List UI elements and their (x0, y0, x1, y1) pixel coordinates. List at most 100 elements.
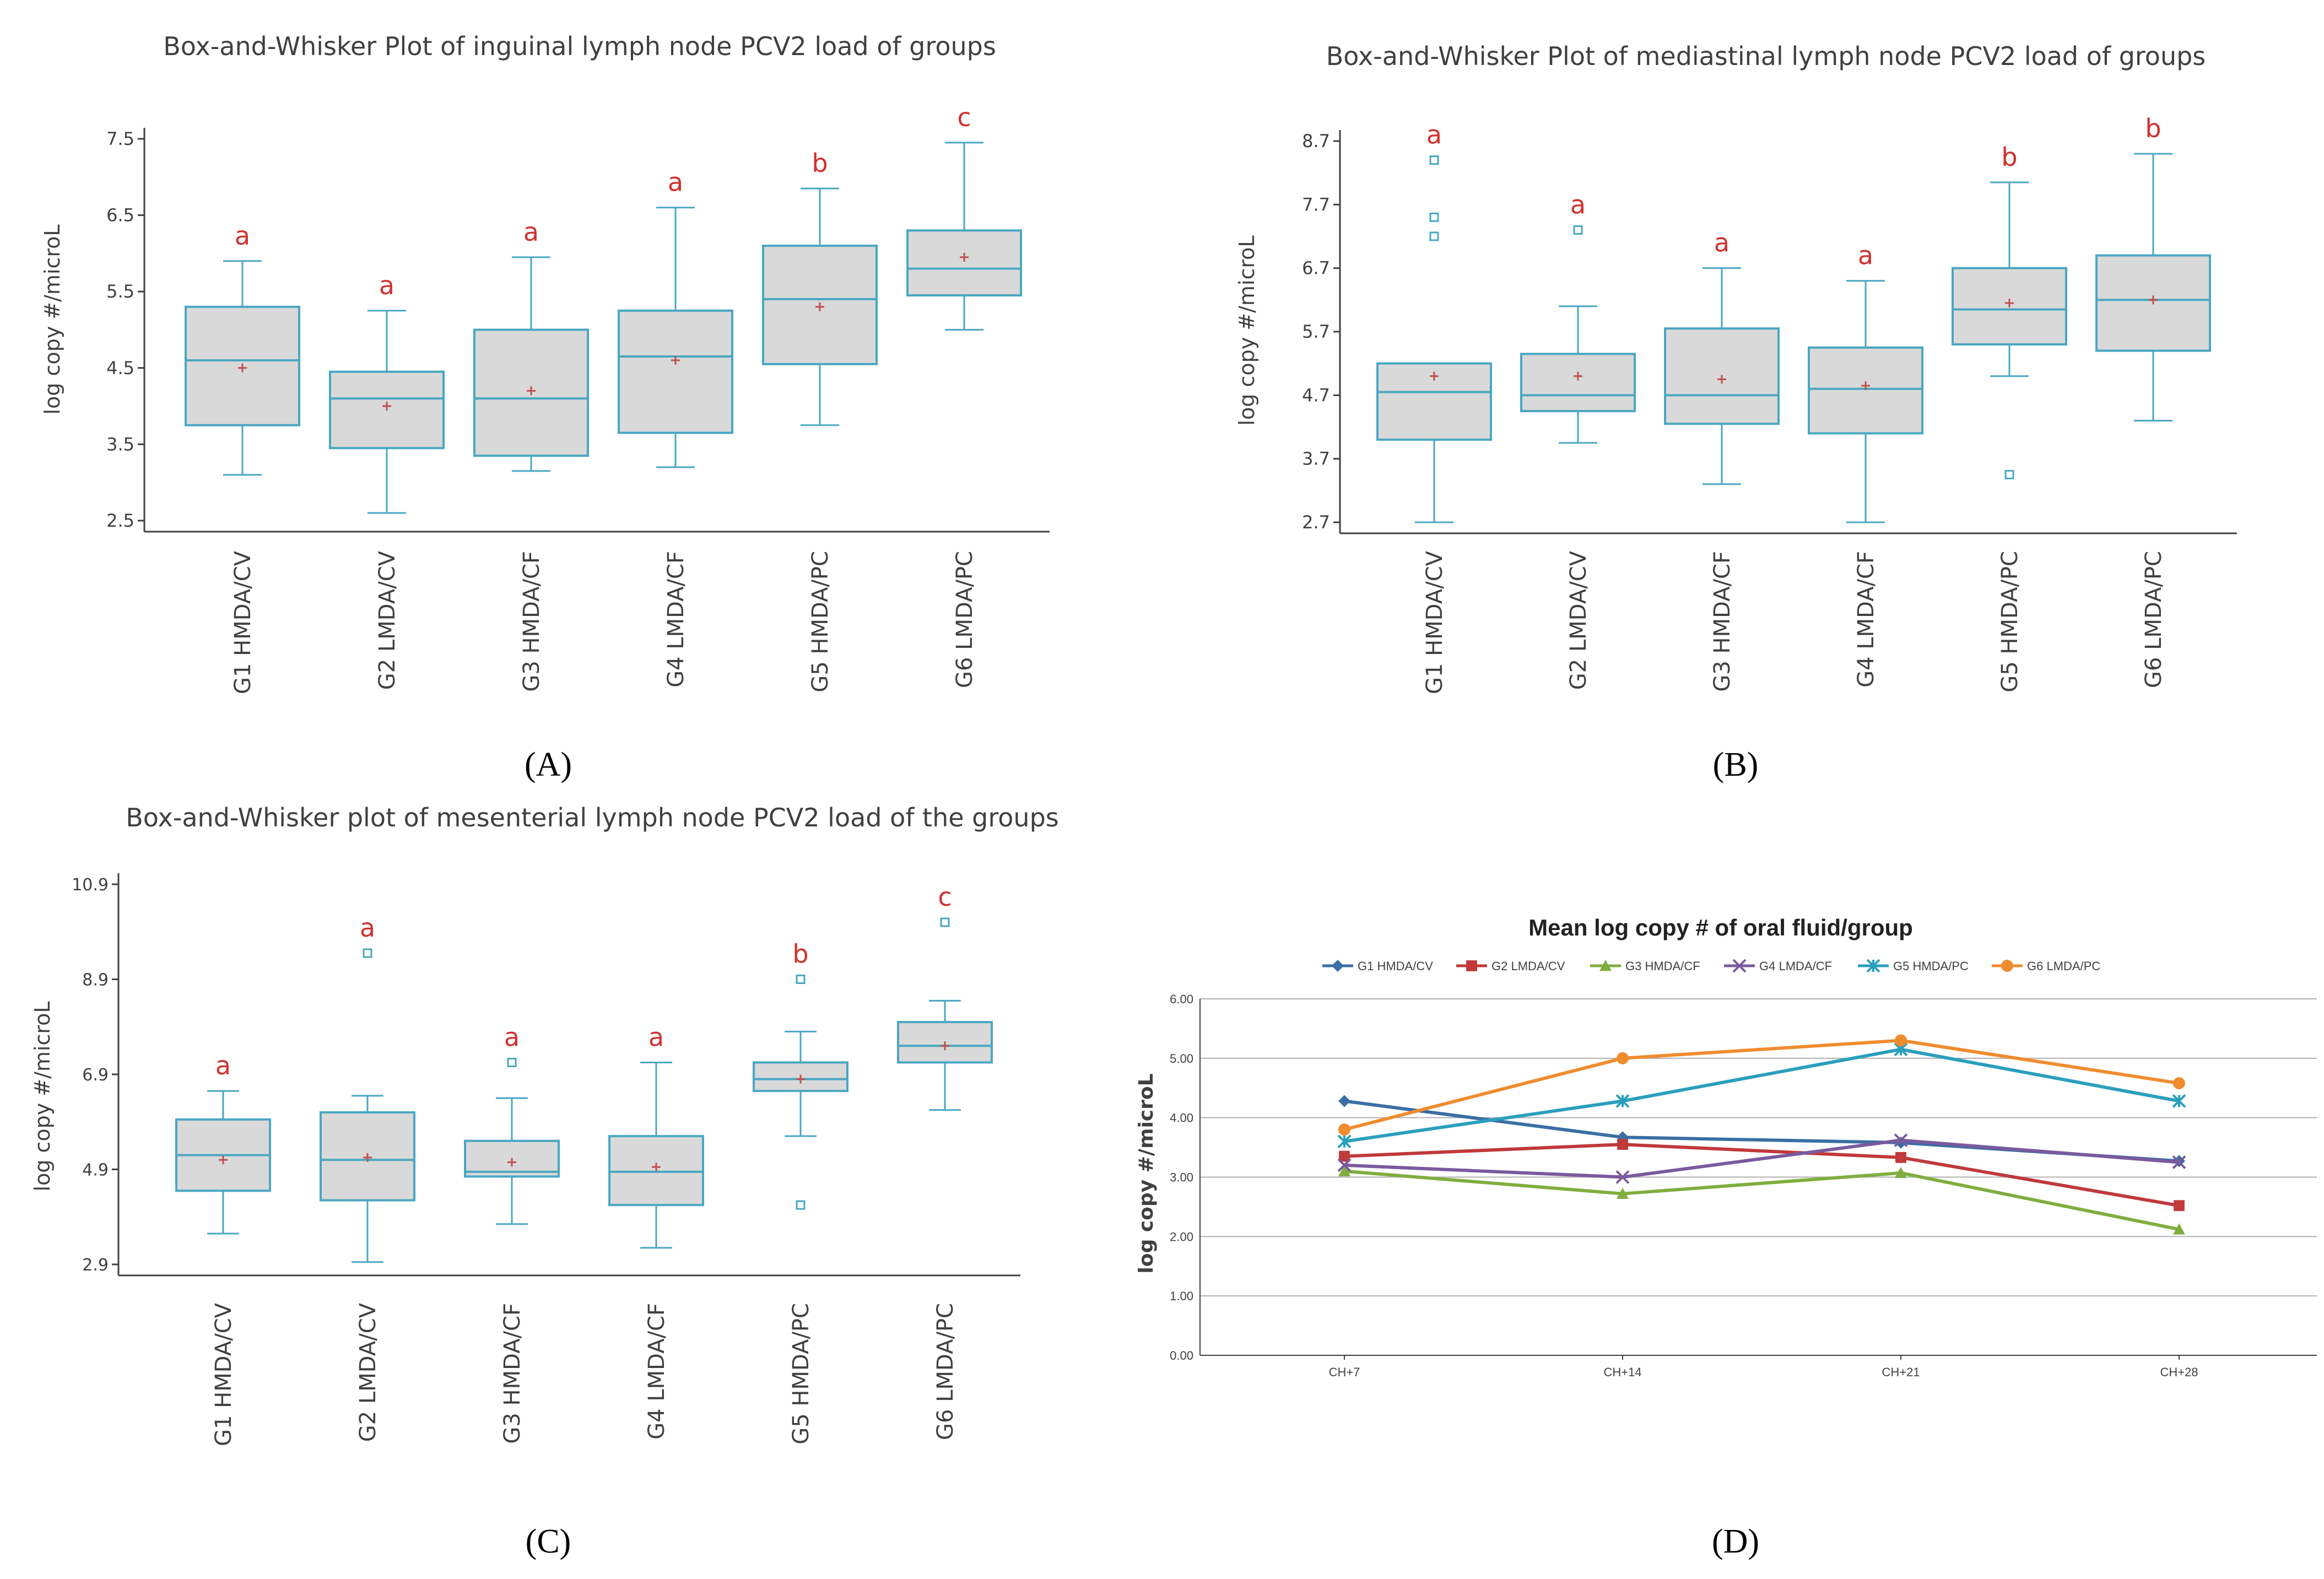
y-tick-label: 7.7 (1302, 194, 1330, 215)
series-point-stroke (1337, 1158, 1352, 1172)
category-label: G2 LMDA/CV (1566, 550, 1591, 690)
category-label: G5 HMDA/PC (808, 551, 833, 693)
series-point (1617, 1187, 1629, 1199)
legend-label: G5 HMDA/PC (1893, 959, 1969, 973)
chart-d-title: Mean log copy # of oral fluid/group (1528, 915, 1913, 940)
series-point-stroke (1894, 1133, 1908, 1148)
legend-swatch-marker (1332, 960, 1344, 972)
series-line (1344, 1047, 2180, 1143)
series-point (1617, 1052, 1629, 1064)
series-point-stroke (2172, 1155, 2186, 1169)
outlier-point (507, 1057, 517, 1067)
legend-swatch-marker (1466, 960, 1477, 971)
y-tick-label: 8.9 (82, 971, 109, 990)
y-tick-label: 4.5 (106, 358, 134, 378)
panel-d: Mean log copy # of oral fluid/group log … (1135, 915, 2317, 1560)
box-iqr (608, 1135, 704, 1207)
significance-letter: a (668, 167, 683, 197)
legend-swatch-marker (2001, 960, 2013, 972)
category-label: G5 HMDA/PC (1997, 551, 2023, 693)
y-tick-label: 1.00 (1170, 1289, 1193, 1303)
outlier-point (796, 1200, 806, 1210)
y-tick-label: 5.00 (1170, 1052, 1193, 1066)
x-tick-label: CH+7 (1329, 1365, 1360, 1379)
panel-label-b: (B) (1713, 746, 1759, 783)
chart-b-title: Box-and-Whisker Plot of mediastinal lymp… (1326, 41, 2206, 71)
outlier-point (2004, 470, 2014, 479)
series-point (1895, 1136, 1907, 1149)
y-tick-label: 7.5 (106, 128, 134, 149)
legend-swatch-marker (1732, 959, 1747, 973)
y-tick-label: 2.9 (82, 1256, 109, 1275)
category-label: G3 HMDA/CF (1710, 551, 1735, 692)
chart-a-title: Box-and-Whisker Plot of inguinal lymph n… (163, 31, 996, 61)
chart-d-legend: G1 HMDA/CV G2 LMDA/CV G3 HMDA/CF G4 LMDA/CF… (1322, 959, 2100, 973)
significance-letter: a (504, 1022, 520, 1052)
outlier-point (940, 917, 950, 927)
y-tick-label: 6.7 (1302, 258, 1330, 279)
category-label: G4 LMDA/CF (663, 551, 689, 688)
outlier-point (1429, 231, 1439, 241)
significance-letter: c (957, 102, 971, 132)
box-iqr (906, 229, 1022, 297)
significance-letter: a (1714, 228, 1730, 258)
legend-label: G2 LMDA/CV (1491, 959, 1565, 973)
legend-label: G3 HMDA/CF (1625, 959, 1700, 973)
y-tick-label: 4.00 (1170, 1111, 1193, 1125)
chart-a-ylabel: log copy #/microL (40, 224, 64, 414)
significance-letter: a (1858, 241, 1873, 271)
y-tick-label: 3.7 (1302, 448, 1330, 469)
category-label: G6 LMDA/PC (952, 551, 977, 688)
y-tick-label: 10.9 (72, 875, 109, 895)
significance-letter: a (379, 271, 394, 300)
chart-c-title: Box-and-Whisker plot of mesenterial lymp… (126, 803, 1059, 832)
outlier-point (1429, 155, 1439, 165)
series-point (1615, 1094, 1630, 1108)
y-tick-label: 2.5 (106, 510, 134, 531)
legend-label: G4 LMDA/CF (1759, 959, 1832, 973)
panel-label-c: (C) (526, 1523, 571, 1560)
series-point (1339, 1150, 1350, 1162)
series-point (1338, 1095, 1350, 1107)
box-iqr (1520, 353, 1636, 413)
significance-letter: a (235, 221, 250, 251)
chart-c-plot: 10.9 8.9 6.9 4.9 2.9 a G1 HMDA/CV a G2 LMDA/CV a G… (72, 873, 1020, 1446)
category-label: G4 LMDA/CF (644, 1303, 669, 1440)
significance-letter: a (1570, 190, 1586, 219)
series-point (1337, 1134, 1352, 1149)
chart-d-plot: 6.00 5.00 4.00 3.00 2.00 1.00 0.00 CH+7 CH+14 CH+… (1170, 992, 2317, 1379)
panel-b: Box-and-Whisker Plot of mediastinal lymp… (1235, 41, 2237, 783)
series-line (1344, 1039, 2180, 1132)
outlier-point (363, 948, 372, 958)
category-label: G3 HMDA/CF (519, 551, 544, 692)
series-point (1337, 1158, 1352, 1172)
significance-letter: a (648, 1022, 664, 1052)
y-tick-label: 3.5 (106, 434, 134, 455)
category-label: G1 HMDA/CV (211, 1302, 236, 1446)
legend-swatch-marker (1866, 959, 1880, 973)
significance-letter: b (812, 148, 828, 178)
y-tick-label: 4.9 (82, 1161, 109, 1180)
chart-c-ylabel: log copy #/microL (30, 1001, 55, 1191)
significance-letter: c (938, 882, 952, 912)
category-label: G3 HMDA/CF (500, 1303, 525, 1444)
series-point (2172, 1155, 2186, 1169)
legend-swatch-marker-stroke (1732, 959, 1747, 973)
series-point (1617, 1139, 1628, 1150)
category-label: G1 HMDA/CV (230, 550, 256, 694)
y-tick-label: 6.9 (82, 1066, 109, 1085)
y-tick-label: 2.7 (1302, 512, 1330, 533)
series-line (1344, 1138, 2180, 1179)
box-iqr (2095, 254, 2211, 352)
y-tick-label: 2.00 (1170, 1230, 1193, 1243)
series-point (1338, 1165, 1350, 1177)
series-point (2172, 1094, 2186, 1108)
series-point (1894, 1133, 1908, 1148)
series-line (1344, 1143, 2180, 1208)
series-point (2174, 1200, 2185, 1212)
chart-b-ylabel: log copy #/microL (1235, 235, 1259, 425)
significance-letter: b (2145, 113, 2161, 143)
significance-letter: a (215, 1051, 231, 1080)
panel-label-a: (A) (525, 746, 572, 783)
